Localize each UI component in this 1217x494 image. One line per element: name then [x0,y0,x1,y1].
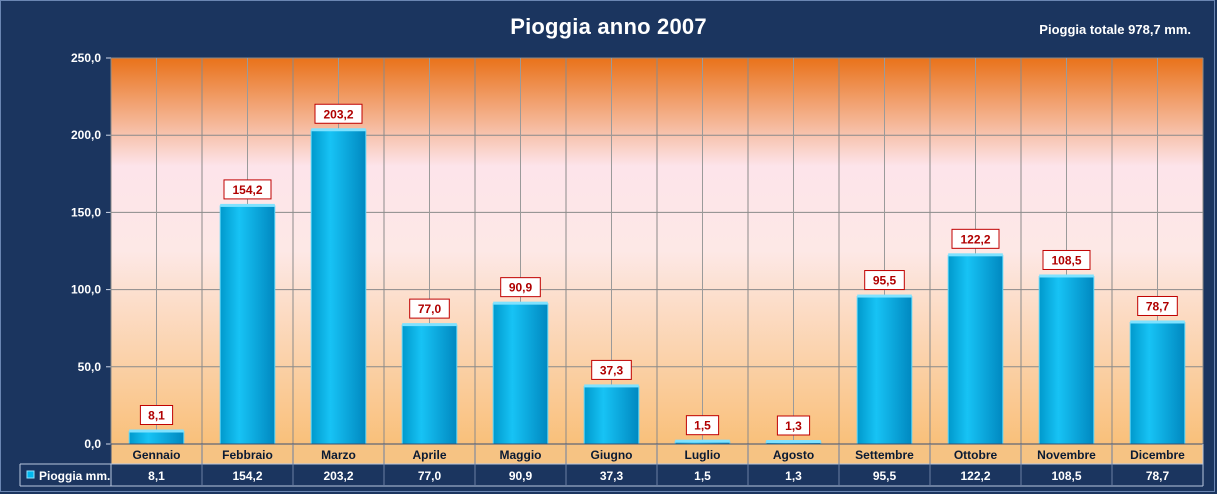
bar-top-highlight [1039,274,1094,278]
bar [401,324,458,445]
table-value-cell: 122,2 [960,469,990,483]
bar [219,205,276,445]
data-label: 1,3 [785,419,802,433]
bar [583,385,640,445]
bar [947,254,1004,445]
table-value-cell: 37,3 [600,469,624,483]
table-value-cell: 203,2 [323,469,353,483]
bar-top-highlight [220,203,275,207]
x-tick-label: Settembre [855,448,914,462]
data-label: 203,2 [323,107,353,121]
y-tick-label: 50,0 [78,360,102,374]
data-label-box [776,415,811,436]
x-tick-label: Maggio [500,448,542,462]
x-tick-label: Dicembre [1130,448,1185,462]
data-label: 108,5 [1051,253,1081,267]
data-label: 1,5 [694,419,711,433]
x-tick-label: Febbraio [222,448,273,462]
legend-series-name: Pioggia mm. [39,469,110,483]
x-tick-label: Gennaio [132,448,180,462]
bar-top-highlight [493,301,548,305]
data-label-box [591,359,632,380]
bar-top-highlight [402,323,457,327]
data-label-box [864,270,905,291]
data-label-box [223,179,272,200]
y-tick-label: 150,0 [71,205,101,219]
bar-top-highlight [766,439,821,443]
bar-top-highlight [948,253,1003,257]
data-label: 8,1 [148,408,165,422]
data-label: 154,2 [232,183,262,197]
data-label-box [139,404,174,425]
bar [128,430,185,445]
chart-title: Pioggia anno 2007 [510,14,707,39]
table-value-cell: 78,7 [1146,469,1170,483]
data-label-box [1042,249,1091,270]
bar [856,296,913,445]
x-tick-label: Giugno [591,448,633,462]
data-label: 90,9 [509,281,533,295]
table-value-cell: 90,9 [509,469,533,483]
x-tick-label: Novembre [1037,448,1096,462]
bar [1038,275,1095,445]
data-label-box [409,298,450,319]
table-value-cell: 1,5 [694,469,711,483]
x-tick-label: Aprile [412,448,446,462]
data-label: 95,5 [873,274,897,288]
x-tick-label: Agosto [773,448,814,462]
table-value-cell: 1,3 [785,469,802,483]
data-label-box [1137,295,1178,316]
bar [1129,321,1186,445]
bar-top-highlight [129,429,184,433]
table-value-cell: 108,5 [1051,469,1081,483]
data-label-box [314,103,363,124]
data-label: 78,7 [1146,299,1170,313]
x-tick-label: Marzo [321,448,356,462]
bar [310,129,367,445]
bar-top-highlight [311,128,366,132]
data-label-box [951,228,1000,249]
bar-top-highlight [584,384,639,388]
table-value-cell: 8,1 [148,469,165,483]
x-tick-label: Ottobre [954,448,998,462]
y-tick-label: 200,0 [71,128,101,142]
table-value-cell: 77,0 [418,469,442,483]
legend-swatch [26,470,35,479]
data-label-box [500,277,541,298]
bar [492,303,549,445]
y-tick-label: 100,0 [71,283,101,297]
data-label: 37,3 [600,363,624,377]
bar-top-highlight [675,439,730,443]
x-tick-label: Luglio [685,448,721,462]
chart-subtitle: Pioggia totale 978,7 mm. [1039,22,1191,37]
data-label: 122,2 [960,232,990,246]
y-tick-label: 0,0 [84,437,101,451]
bar-top-highlight [1130,320,1185,324]
table-value-cell: 154,2 [232,469,262,483]
y-tick-label: 250,0 [71,51,101,65]
data-label: 77,0 [418,302,442,316]
data-label-box [685,415,720,436]
bar-top-highlight [857,294,912,298]
table-value-cell: 95,5 [873,469,897,483]
